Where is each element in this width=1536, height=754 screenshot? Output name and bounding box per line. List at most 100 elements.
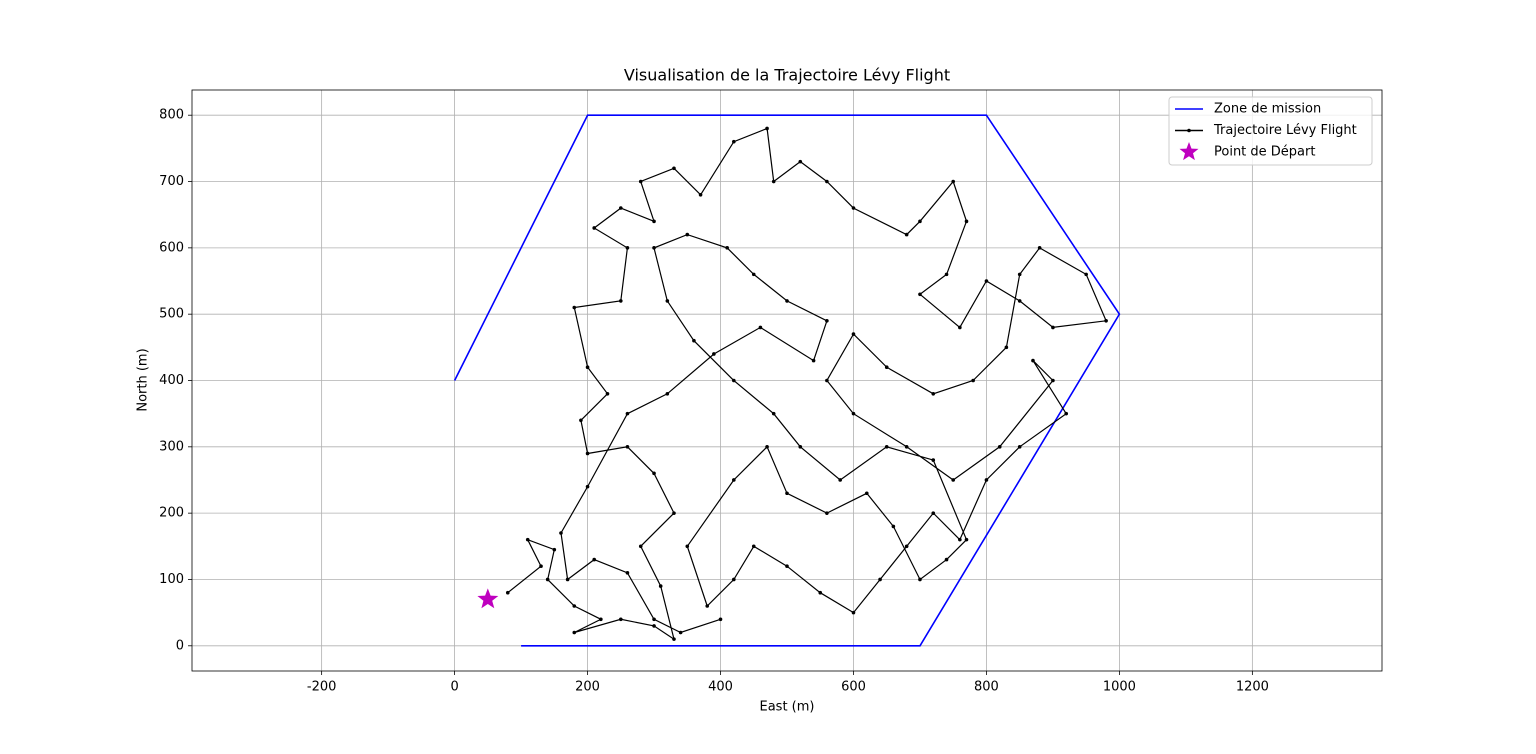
point [944, 272, 949, 277]
point [592, 226, 597, 230]
point [851, 411, 856, 416]
point [765, 126, 769, 131]
point [931, 511, 936, 515]
point [618, 299, 623, 303]
start-point [477, 588, 499, 609]
point [652, 471, 656, 476]
point [672, 637, 676, 641]
legend-box [1168, 96, 1373, 166]
point [678, 630, 683, 635]
point [904, 445, 909, 449]
legend-symbol [1179, 142, 1199, 161]
y-tick-label: 500 [159, 307, 184, 322]
point [1017, 299, 1022, 303]
point [751, 272, 756, 277]
chart-title: Visualisation de la Trajectoire Lévy Fli… [624, 66, 950, 85]
point [652, 624, 656, 628]
point [672, 166, 676, 171]
point [672, 511, 676, 515]
point [732, 139, 736, 144]
point [1104, 319, 1108, 323]
x-axis-label: East (m) [760, 700, 815, 715]
point [771, 411, 776, 416]
point [585, 451, 590, 456]
point [798, 445, 803, 449]
x-tick-label: 200 [575, 680, 600, 695]
y-tick-label: 700 [159, 174, 184, 189]
point [705, 604, 710, 608]
point [964, 537, 969, 542]
point [904, 544, 909, 549]
point [585, 365, 590, 370]
point [579, 418, 583, 423]
point [545, 577, 550, 582]
point [884, 445, 889, 449]
point [552, 547, 557, 552]
point [725, 246, 729, 250]
point [878, 577, 882, 582]
legend-label: Trajectoire Lévy Flight [1213, 123, 1357, 138]
point [931, 391, 936, 396]
point [599, 617, 603, 622]
point [785, 299, 789, 303]
point [864, 491, 869, 496]
point [771, 179, 776, 184]
legend-label: Zone de mission [1214, 102, 1321, 117]
point [984, 279, 989, 283]
point [665, 391, 670, 396]
x-tick-label: 1200 [1236, 680, 1269, 695]
point [585, 484, 590, 489]
point [964, 219, 969, 224]
point [997, 445, 1002, 449]
x-tick-label: 0 [450, 680, 458, 695]
point [625, 246, 630, 250]
point [559, 531, 563, 535]
point [625, 411, 630, 416]
point [825, 511, 829, 515]
grid: -200 0 200 400 600 800 1000 1200 0 100 200 300 400 50… [159, 90, 1382, 695]
point [785, 491, 789, 496]
x-tick-label: 1000 [1103, 680, 1136, 695]
point [1017, 272, 1022, 277]
y-tick-label: 0 [176, 638, 184, 653]
y-axis-label: North (m) [136, 348, 151, 411]
point [785, 564, 789, 569]
legend-symbol [1187, 128, 1191, 133]
point [685, 232, 690, 237]
point [565, 577, 570, 582]
point [904, 232, 909, 237]
point [765, 445, 769, 449]
point [638, 179, 643, 184]
y-tick-label: 800 [159, 108, 184, 123]
point [951, 179, 956, 184]
point [1037, 246, 1042, 250]
point [732, 378, 736, 383]
point [1031, 358, 1035, 363]
point [732, 478, 736, 482]
point [525, 537, 530, 542]
point [658, 584, 663, 588]
point [825, 179, 829, 184]
point [572, 305, 577, 310]
point [698, 192, 703, 197]
point [692, 338, 696, 343]
x-tick-label: 800 [974, 680, 999, 695]
point [732, 577, 736, 582]
point [718, 617, 723, 622]
point [951, 478, 956, 482]
legend: Zone de mission Trajectoire Lévy Flight Po… [1168, 96, 1373, 166]
point [618, 617, 623, 622]
point [539, 564, 543, 569]
point [918, 577, 922, 582]
point [592, 557, 597, 562]
point [758, 325, 763, 330]
point [1017, 445, 1022, 449]
point [712, 352, 716, 356]
point [1051, 325, 1055, 330]
legend-label: Point de Départ [1214, 145, 1315, 160]
point [1051, 378, 1055, 383]
point [958, 537, 962, 542]
x-tick-label: -200 [307, 680, 337, 695]
point [652, 617, 656, 622]
